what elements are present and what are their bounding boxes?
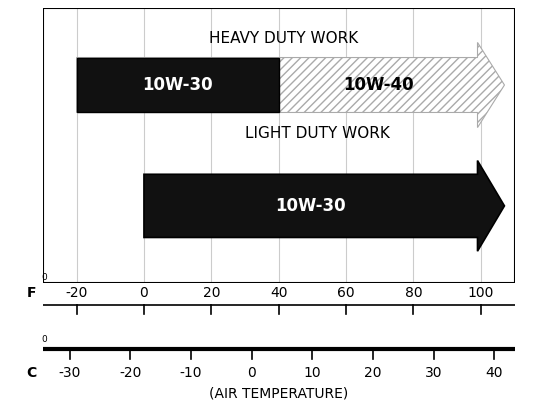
Text: 10W-30: 10W-30: [276, 197, 346, 215]
Text: -10: -10: [180, 366, 203, 381]
Text: -20: -20: [120, 366, 142, 381]
Text: -30: -30: [58, 366, 81, 381]
Text: 40: 40: [486, 366, 503, 381]
Text: 20: 20: [203, 286, 220, 300]
Text: 0: 0: [41, 335, 47, 344]
Text: 0: 0: [41, 274, 47, 282]
Text: HEAVY DUTY WORK: HEAVY DUTY WORK: [209, 31, 359, 46]
Text: 20: 20: [364, 366, 382, 381]
Polygon shape: [77, 57, 279, 112]
Text: 0: 0: [248, 366, 256, 381]
Text: 10W-30: 10W-30: [143, 76, 213, 94]
Text: (AIR TEMPERATURE): (AIR TEMPERATURE): [209, 386, 348, 400]
Text: C: C: [26, 366, 36, 381]
Text: 80: 80: [405, 286, 422, 300]
Text: F: F: [27, 286, 36, 300]
Text: 0: 0: [139, 286, 148, 300]
Polygon shape: [144, 160, 504, 251]
Text: 10: 10: [303, 366, 321, 381]
Text: LIGHT DUTY WORK: LIGHT DUTY WORK: [245, 126, 390, 141]
Text: 30: 30: [425, 366, 442, 381]
Text: 60: 60: [337, 286, 355, 300]
Text: -20: -20: [65, 286, 88, 300]
Text: 100: 100: [468, 286, 494, 300]
Text: 10W-40: 10W-40: [343, 76, 413, 94]
Text: 40: 40: [270, 286, 287, 300]
Polygon shape: [77, 42, 504, 128]
